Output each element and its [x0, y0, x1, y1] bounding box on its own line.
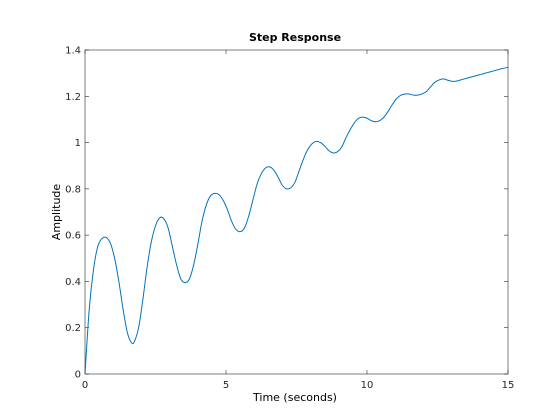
y-axis-label: Amplitude [50, 184, 63, 241]
y-tick-label: 0.6 [65, 231, 81, 242]
x-tick-label: 10 [361, 380, 374, 391]
y-tick-label: 1 [75, 138, 81, 149]
plot-area [84, 49, 509, 375]
plot-lines [84, 66, 509, 375]
y-tick-label: 0.2 [65, 323, 81, 334]
chart-title: Step Response [249, 31, 341, 44]
x-tick-label: 15 [502, 380, 515, 391]
x-axis-label: Time (seconds) [252, 391, 337, 404]
x-tick-label: 5 [223, 380, 229, 391]
y-tick-label: 1.4 [65, 46, 81, 57]
step-response-line [84, 66, 509, 375]
y-tick-label: 0 [75, 370, 81, 381]
y-tick-label: 0.8 [65, 184, 81, 195]
x-tick-label: 0 [82, 380, 88, 391]
y-tick-label: 0.4 [65, 277, 81, 288]
y-tick-label: 1.2 [65, 92, 81, 103]
